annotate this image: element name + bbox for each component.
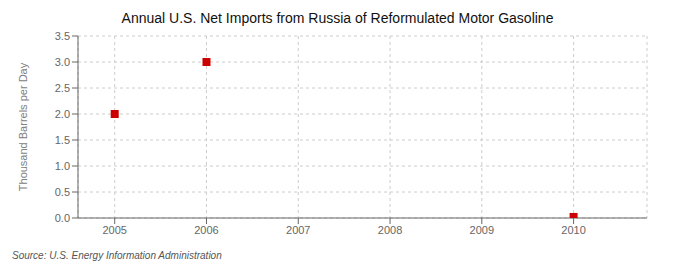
svg-text:1.5: 1.5 xyxy=(55,134,70,146)
svg-text:0.0: 0.0 xyxy=(55,212,70,224)
html-text:Source: U.S. Energy Informatio: Source: U.S. Energy Information Administ… xyxy=(12,250,222,261)
svg-text:2006: 2006 xyxy=(194,224,218,236)
svg-text:2007: 2007 xyxy=(286,224,310,236)
svg-text:3.0: 3.0 xyxy=(55,56,70,68)
svg-text:2.0: 2.0 xyxy=(55,108,70,120)
svg-text:2008: 2008 xyxy=(378,224,402,236)
svg-text:2.5: 2.5 xyxy=(55,82,70,94)
svg-text:Thousand Barrels per Day: Thousand Barrels per Day xyxy=(17,62,29,191)
svg-text:3.5: 3.5 xyxy=(55,30,70,42)
html-text:Annual U.S. Net Imports from R: Annual U.S. Net Imports from Russia of R… xyxy=(121,10,554,26)
svg-text:2009: 2009 xyxy=(470,224,494,236)
svg-text:0.5: 0.5 xyxy=(55,186,70,198)
svg-text:2010: 2010 xyxy=(561,224,585,236)
svg-text:2005: 2005 xyxy=(102,224,126,236)
svg-text:1.0: 1.0 xyxy=(55,160,70,172)
